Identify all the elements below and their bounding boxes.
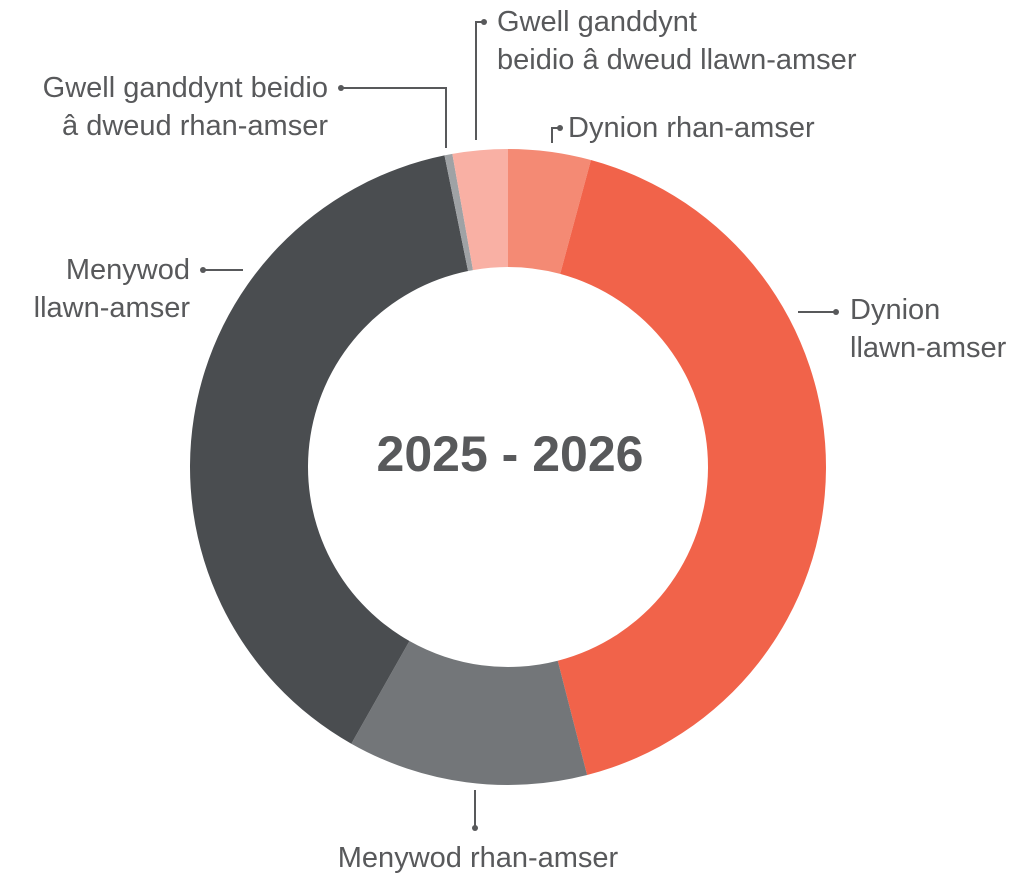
donut-segment bbox=[452, 149, 508, 271]
leader-dot bbox=[833, 309, 839, 315]
leader-dot bbox=[481, 19, 487, 25]
segment-label: Menywod rhan-amser bbox=[337, 842, 619, 874]
donut-segment bbox=[189, 155, 469, 744]
segment-label: Gwell ganddynt beidio â dweud llawn-amse… bbox=[497, 6, 857, 76]
leader-dot bbox=[472, 825, 478, 831]
leader-line bbox=[341, 87, 447, 148]
leader-dot bbox=[200, 267, 206, 273]
segment-label: Menywod llawn-amser bbox=[33, 254, 190, 324]
donut-segment bbox=[351, 641, 588, 786]
segment-label: Dynion rhan-amser bbox=[568, 112, 815, 144]
chart-title: 2025 - 2026 bbox=[377, 426, 644, 482]
donut-segment bbox=[508, 149, 591, 274]
leader-line bbox=[475, 21, 484, 140]
leader-dot bbox=[557, 125, 563, 131]
donut-segment bbox=[444, 153, 473, 272]
leader-dot bbox=[338, 85, 344, 91]
segment-label: Dynion llawn-amser bbox=[850, 294, 1007, 364]
segment-label: Gwell ganddynt beidio â dweud rhan-amser bbox=[42, 72, 328, 142]
donut-segment bbox=[557, 160, 826, 776]
